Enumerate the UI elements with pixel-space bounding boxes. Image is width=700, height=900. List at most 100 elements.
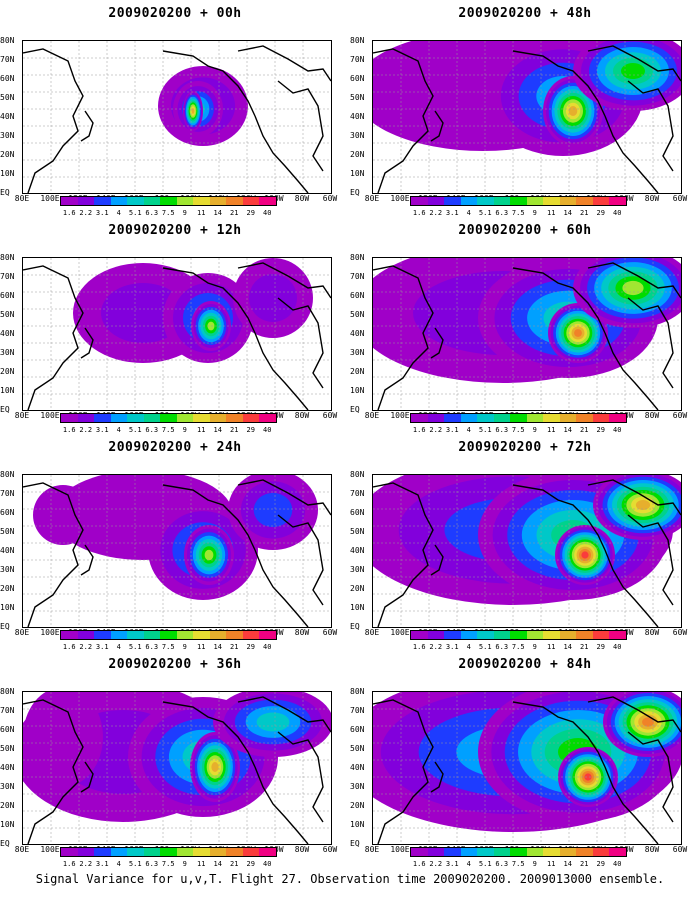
colorbar-swatch [127, 848, 144, 856]
colorbar-swatch [592, 631, 609, 639]
field-svg [23, 41, 331, 193]
colorbar-label: 40 [263, 860, 272, 868]
lat-tick-label: EQ [350, 622, 360, 631]
contour-fill [101, 283, 185, 343]
colorbar-swatch [444, 414, 461, 422]
lon-tick-label: 80E [364, 628, 380, 637]
lat-tick-label: EQ [0, 188, 10, 197]
colorbar-label: 1.6 [412, 860, 426, 868]
lat-tick-label: 20N [0, 584, 15, 593]
coastline-hudson [627, 297, 674, 389]
map-area [372, 691, 682, 845]
colorbar-label: 4 [466, 209, 471, 217]
colorbar-label: 11 [197, 860, 206, 868]
colorbar-label: 1.6 [412, 643, 426, 651]
colorbar-swatch [559, 848, 576, 856]
field-svg [23, 692, 331, 844]
colorbar-swatch [559, 631, 576, 639]
panel-title: 2009020200 + 36h [108, 657, 242, 672]
figure-caption: Signal Variance for u,v,T. Flight 27. Ob… [35, 872, 665, 886]
lat-tick-label: 70N [350, 706, 365, 715]
colorbar [60, 413, 277, 423]
lon-tick-label: 60W [672, 628, 688, 637]
colorbar-swatch [444, 631, 461, 639]
contour-fill [621, 63, 645, 79]
colorbar-label: 9 [532, 426, 537, 434]
coastline-japan [430, 327, 444, 359]
coastline-japan [430, 110, 444, 142]
colorbar-label: 40 [613, 426, 622, 434]
lon-tick-label: 100E [390, 411, 410, 420]
lon-tick-label: 80W [294, 411, 310, 420]
colorbar-label: 9 [532, 860, 537, 868]
colorbar-label: 40 [613, 860, 622, 868]
coastline-namerica [254, 115, 309, 193]
coastline-namerica [604, 549, 659, 627]
colorbar-swatch [110, 631, 127, 639]
colorbar [60, 196, 277, 206]
field-svg [373, 258, 681, 410]
coastline-hudson [627, 514, 674, 606]
coastline-alaska [162, 50, 256, 117]
map-panel-72h: 2009020200 + 72h 80N 70N 60N 50N 40N 30N 20N 10N… [350, 434, 700, 654]
coastline-hudson [277, 514, 324, 606]
coastline-alaska [512, 267, 606, 334]
colorbar-swatch [493, 414, 510, 422]
contour-fill [642, 717, 654, 727]
panel-title: 2009020200 + 60h [458, 223, 592, 238]
colorbar-swatch [143, 631, 160, 639]
lat-tick-label: 70N [350, 55, 365, 64]
colorbar-label: 5.1 [478, 860, 492, 868]
colorbar [410, 630, 627, 640]
colorbar-label: 7.5 [511, 209, 525, 217]
lat-tick-label: 10N [0, 169, 15, 178]
lat-tick-label: 20N [350, 584, 365, 593]
colorbar-label: 2.2 [429, 860, 443, 868]
colorbar-swatch [444, 848, 461, 856]
colorbar-swatch [127, 414, 144, 422]
colorbar [410, 413, 627, 423]
contour-fill [256, 712, 290, 732]
contour-fill [249, 274, 297, 322]
colorbar-swatch [160, 631, 177, 639]
lon-tick-label: 60W [322, 411, 338, 420]
coastline-japan [430, 761, 444, 793]
lat-tick-label: 50N [350, 93, 365, 102]
coastline-canada [237, 45, 331, 82]
colorbar-swatch [193, 197, 210, 205]
lat-tick-label: 80N [0, 470, 15, 479]
lat-tick-label: 20N [0, 150, 15, 159]
lat-tick-label: 30N [0, 348, 15, 357]
colorbar-label: 11 [547, 643, 556, 651]
colorbar-swatch [259, 631, 276, 639]
colorbar-label: 4 [116, 426, 121, 434]
colorbar-label: 4 [466, 426, 471, 434]
lat-tick-label: 50N [350, 527, 365, 536]
coastline-canada [587, 696, 681, 733]
colorbar-label: 14 [213, 643, 222, 651]
lon-tick-label: 80E [14, 194, 30, 203]
map-panel-84h: 2009020200 + 84h 80N 70N 60N 50N 40N 30N 20N 10N… [350, 651, 700, 871]
contour-fill [211, 762, 219, 772]
lat-tick-label: 10N [0, 820, 15, 829]
coastline-namerica [254, 332, 309, 410]
colorbar-label: 6.3 [495, 643, 509, 651]
lat-tick-label: EQ [350, 188, 360, 197]
colorbar-swatch [493, 631, 510, 639]
colorbar-label: 7.5 [511, 426, 525, 434]
colorbar-swatch [77, 848, 94, 856]
colorbar-swatch [176, 197, 193, 205]
colorbar-label: 14 [213, 860, 222, 868]
colorbar-label: 3.1 [445, 209, 459, 217]
colorbar-swatch [411, 414, 428, 422]
map-panel-24h: 2009020200 + 24h 80N 70N 60N 50N 40N 30N 20N 10N… [0, 434, 350, 654]
colorbar-label: 5.1 [478, 209, 492, 217]
lon-tick-label: 80W [644, 411, 660, 420]
colorbar-swatch [193, 414, 210, 422]
colorbar-swatch [94, 414, 111, 422]
lat-tick-label: 40N [350, 763, 365, 772]
colorbar-swatch [77, 414, 94, 422]
lat-tick-label: 40N [0, 763, 15, 772]
lon-tick-label: 100E [390, 628, 410, 637]
colorbar-label: 4 [116, 860, 121, 868]
